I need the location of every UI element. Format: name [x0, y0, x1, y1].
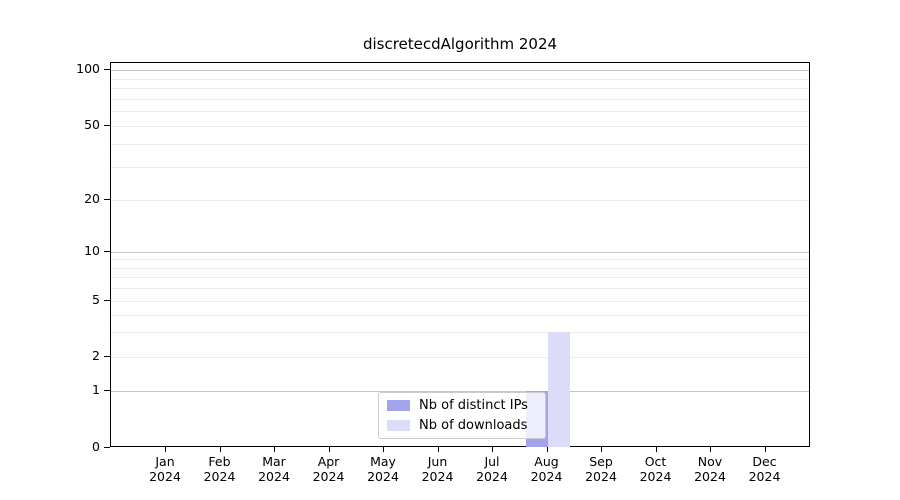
gridline-minor-20 — [111, 200, 809, 201]
gridline-major-1 — [111, 391, 809, 392]
x-tick-mark-nov-2024 — [710, 447, 711, 452]
x-tick-mark-jun-2024 — [437, 447, 439, 452]
x-tick-mark-dec-2024 — [764, 447, 766, 452]
x-tick-mark-may-2024 — [383, 447, 384, 452]
y-tick-label-5: 5 — [92, 292, 100, 307]
y-tick-label-100: 100 — [76, 61, 100, 76]
legend-label-distinct-ips: Nb of distinct IPs — [419, 398, 528, 413]
x-tick-mark-aug-2024 — [546, 447, 548, 452]
gridline-minor-80 — [111, 88, 809, 90]
y-tick-mark-20 — [104, 199, 110, 200]
y-tick-mark-1 — [104, 390, 110, 391]
y-tick-mark-0 — [104, 447, 110, 448]
x-tick-label-jul-2024: Jul 2024 — [476, 454, 508, 484]
x-tick-label-may-2024: May 2024 — [367, 454, 399, 484]
x-tick-label-oct-2024: Oct 2024 — [639, 454, 672, 484]
x-tick-mark-apr-2024 — [328, 447, 330, 452]
gridline-minor-5 — [111, 301, 809, 302]
x-tick-mark-jan-2024 — [165, 447, 166, 452]
y-tick-label-50: 50 — [84, 117, 100, 132]
x-tick-label-nov-2024: Nov 2024 — [694, 454, 726, 484]
x-tick-label-jan-2024: Jan 2024 — [149, 454, 181, 484]
gridline-minor-40 — [111, 144, 809, 146]
x-tick-mark-oct-2024 — [655, 447, 657, 452]
chart-title: discretecdAlgorithm 2024 — [362, 35, 558, 53]
gridline-minor-3 — [111, 332, 809, 334]
gridline-major-100 — [111, 70, 809, 71]
x-tick-label-feb-2024: Feb 2024 — [203, 454, 236, 484]
x-tick-mark-jul-2024 — [492, 447, 493, 452]
y-tick-mark-2 — [104, 356, 110, 357]
bar-nb-of-downloads-aug-2024 — [547, 332, 570, 447]
plot-area: Nb of distinct IPs Nb of downloads — [110, 62, 810, 447]
x-tick-mark-sep-2024 — [601, 447, 602, 452]
y-tick-mark-100 — [104, 69, 110, 70]
gridline-minor-4 — [111, 314, 809, 316]
gridline-minor-30 — [111, 167, 809, 169]
legend-label-downloads: Nb of downloads — [419, 418, 528, 433]
x-tick-label-mar-2024: Mar 2024 — [258, 454, 290, 484]
y-tick-mark-10 — [104, 251, 110, 252]
x-tick-label-sep-2024: Sep 2024 — [585, 454, 617, 484]
x-tick-mark-feb-2024 — [219, 447, 221, 452]
x-tick-label-jun-2024: Jun 2024 — [421, 454, 454, 484]
gridline-minor-90 — [111, 78, 809, 80]
legend-item-downloads: Nb of downloads — [387, 418, 545, 433]
gridline-minor-60 — [111, 111, 809, 113]
x-tick-label-aug-2024: Aug 2024 — [530, 454, 563, 484]
y-tick-label-0: 0 — [92, 439, 100, 454]
gridline-minor-2 — [111, 357, 809, 358]
y-tick-mark-5 — [104, 300, 110, 301]
gridline-minor-70 — [111, 98, 809, 100]
y-tick-label-20: 20 — [84, 191, 100, 206]
y-tick-label-1: 1 — [92, 382, 100, 397]
gridline-minor-7 — [111, 277, 809, 279]
legend-item-distinct-ips: Nb of distinct IPs — [387, 398, 545, 413]
gridline-minor-9 — [111, 259, 809, 261]
legend-swatch-downloads-icon — [387, 420, 410, 431]
x-tick-label-dec-2024: Dec 2024 — [748, 454, 781, 484]
gridline-major-10 — [111, 252, 809, 253]
x-tick-label-apr-2024: Apr 2024 — [312, 454, 345, 484]
legend-swatch-distinct-ips-icon — [387, 400, 410, 411]
y-tick-label-10: 10 — [84, 243, 100, 258]
x-tick-mark-mar-2024 — [274, 447, 275, 452]
gridline-minor-8 — [111, 267, 809, 269]
gridline-minor-6 — [111, 288, 809, 290]
legend: Nb of distinct IPs Nb of downloads — [378, 392, 546, 439]
y-tick-mark-50 — [104, 125, 110, 126]
gridline-minor-50 — [111, 126, 809, 127]
y-tick-label-2: 2 — [92, 348, 100, 363]
